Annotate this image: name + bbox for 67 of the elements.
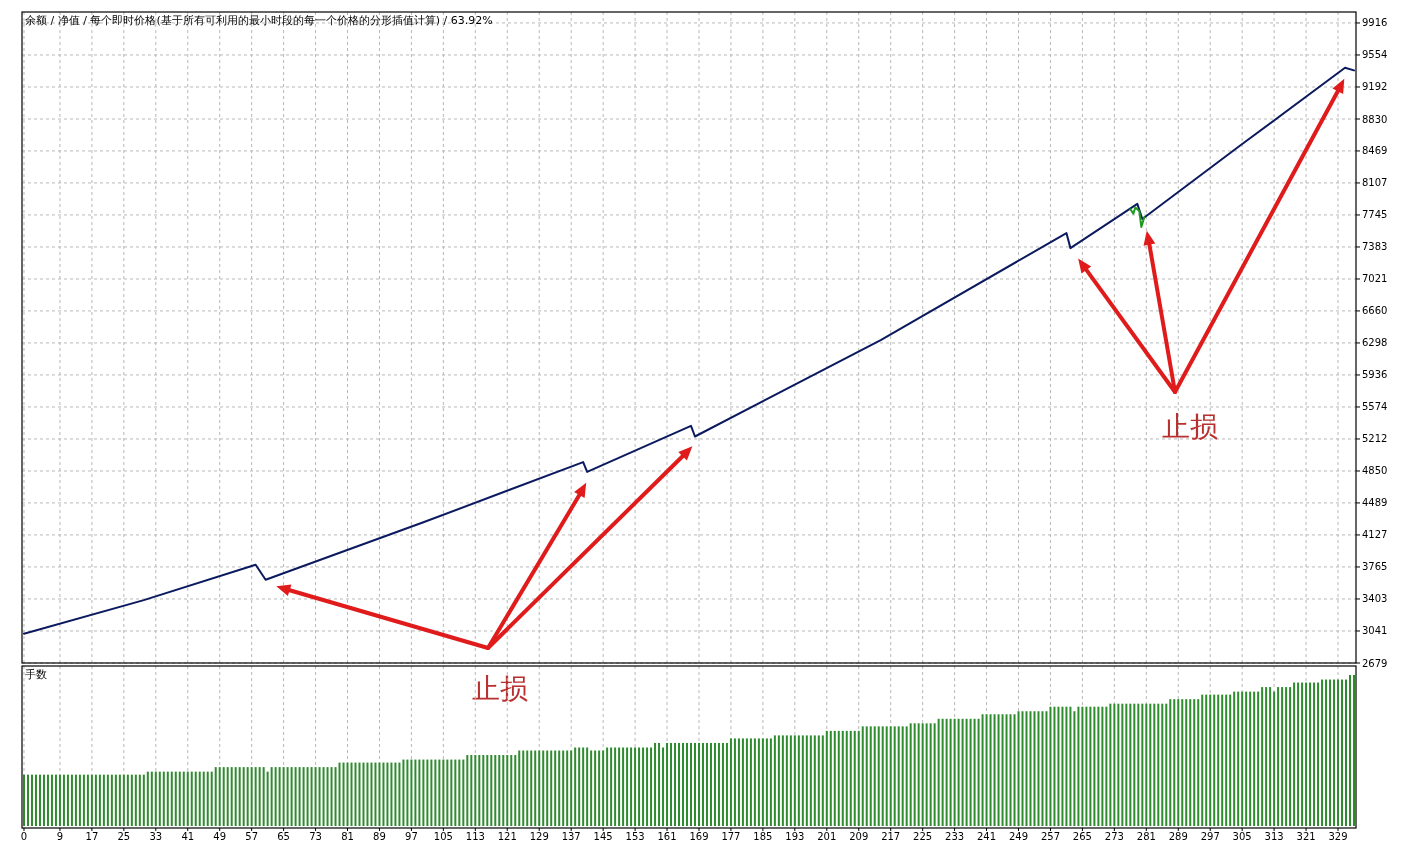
- y-tick-label: 8107: [1362, 177, 1388, 189]
- y-tick-label: 7383: [1362, 241, 1388, 253]
- annotation: 止损: [1162, 410, 1218, 443]
- x-tick-label: 129: [529, 831, 549, 842]
- x-tick-label: 225: [913, 831, 933, 842]
- x-tick-label: 249: [1008, 831, 1029, 842]
- y-tick-label: 9554: [1362, 49, 1388, 61]
- y-tick-label: 3403: [1362, 593, 1388, 605]
- x-tick-label: 313: [1264, 831, 1284, 842]
- y-tick-label: 7745: [1362, 209, 1388, 221]
- chart-title: 手数: [25, 668, 47, 681]
- y-tick-label: 5936: [1362, 369, 1388, 381]
- x-tick-label: 105: [433, 831, 453, 842]
- x-tick-label: 57: [245, 831, 259, 842]
- x-tick-label: 17: [85, 831, 99, 842]
- x-tick-label: 289: [1168, 831, 1188, 842]
- x-tick-label: 321: [1296, 831, 1316, 842]
- y-tick-label: 2679: [1362, 657, 1388, 669]
- annotation: 止损: [472, 672, 528, 705]
- y-tick-label: 3041: [1362, 625, 1388, 637]
- x-tick-label: 329: [1328, 831, 1348, 842]
- x-tick-label: 217: [881, 831, 901, 842]
- x-tick-label: 281: [1136, 831, 1156, 842]
- x-tick-label: 41: [181, 831, 195, 842]
- x-tick-label: 65: [277, 831, 290, 842]
- x-tick-label: 185: [753, 831, 773, 842]
- x-tick-label: 113: [465, 831, 485, 842]
- x-tick-label: 137: [561, 831, 581, 842]
- x-tick-label: 0: [20, 831, 28, 842]
- y-tick-label: 9192: [1362, 81, 1388, 93]
- x-tick-label: 33: [149, 831, 163, 842]
- y-tick-label: 8469: [1362, 145, 1388, 157]
- x-tick-label: 161: [657, 831, 677, 842]
- x-tick-label: 25: [117, 831, 131, 842]
- x-tick-label: 97: [405, 831, 418, 842]
- y-tick-label: 6298: [1362, 337, 1388, 349]
- x-tick-label: 89: [373, 831, 386, 842]
- y-tick-label: 4127: [1362, 529, 1388, 541]
- y-tick-label: 7021: [1362, 273, 1388, 285]
- x-tick-label: 121: [497, 831, 517, 842]
- x-tick-label: 153: [625, 831, 645, 842]
- x-tick-label: 145: [593, 831, 613, 842]
- x-tick-label: 201: [817, 831, 837, 842]
- x-tick-label: 257: [1040, 831, 1061, 842]
- y-tick-label: 9916: [1362, 17, 1388, 29]
- x-tick-label: 305: [1232, 831, 1252, 842]
- x-tick-label: 209: [849, 831, 869, 842]
- x-tick-label: 169: [689, 831, 709, 842]
- x-tick-label: 265: [1072, 831, 1092, 842]
- y-tick-label: 6660: [1362, 305, 1388, 317]
- y-tick-label: 4850: [1362, 465, 1388, 477]
- x-tick-label: 81: [341, 831, 354, 842]
- y-tick-label: 8830: [1362, 113, 1388, 125]
- x-tick-label: 9: [56, 831, 64, 842]
- y-tick-label: 5574: [1362, 401, 1388, 413]
- x-tick-label: 49: [213, 831, 227, 842]
- x-tick-label: 177: [721, 831, 741, 842]
- x-tick-label: 73: [309, 831, 322, 842]
- y-tick-label: 4489: [1362, 497, 1388, 509]
- x-tick-label: 193: [785, 831, 805, 842]
- x-tick-label: 273: [1104, 831, 1124, 842]
- chart-title: 余额 / 净值 / 每个即时价格(基于所有可利用的最小时段的每一个价格的分形插值计算) / 63.92%: [25, 14, 493, 27]
- x-tick-label: 297: [1200, 831, 1220, 842]
- y-tick-label: 3765: [1362, 561, 1388, 573]
- x-tick-label: 233: [945, 831, 965, 842]
- y-tick-label: 5212: [1362, 433, 1388, 445]
- x-tick-label: 241: [977, 831, 997, 842]
